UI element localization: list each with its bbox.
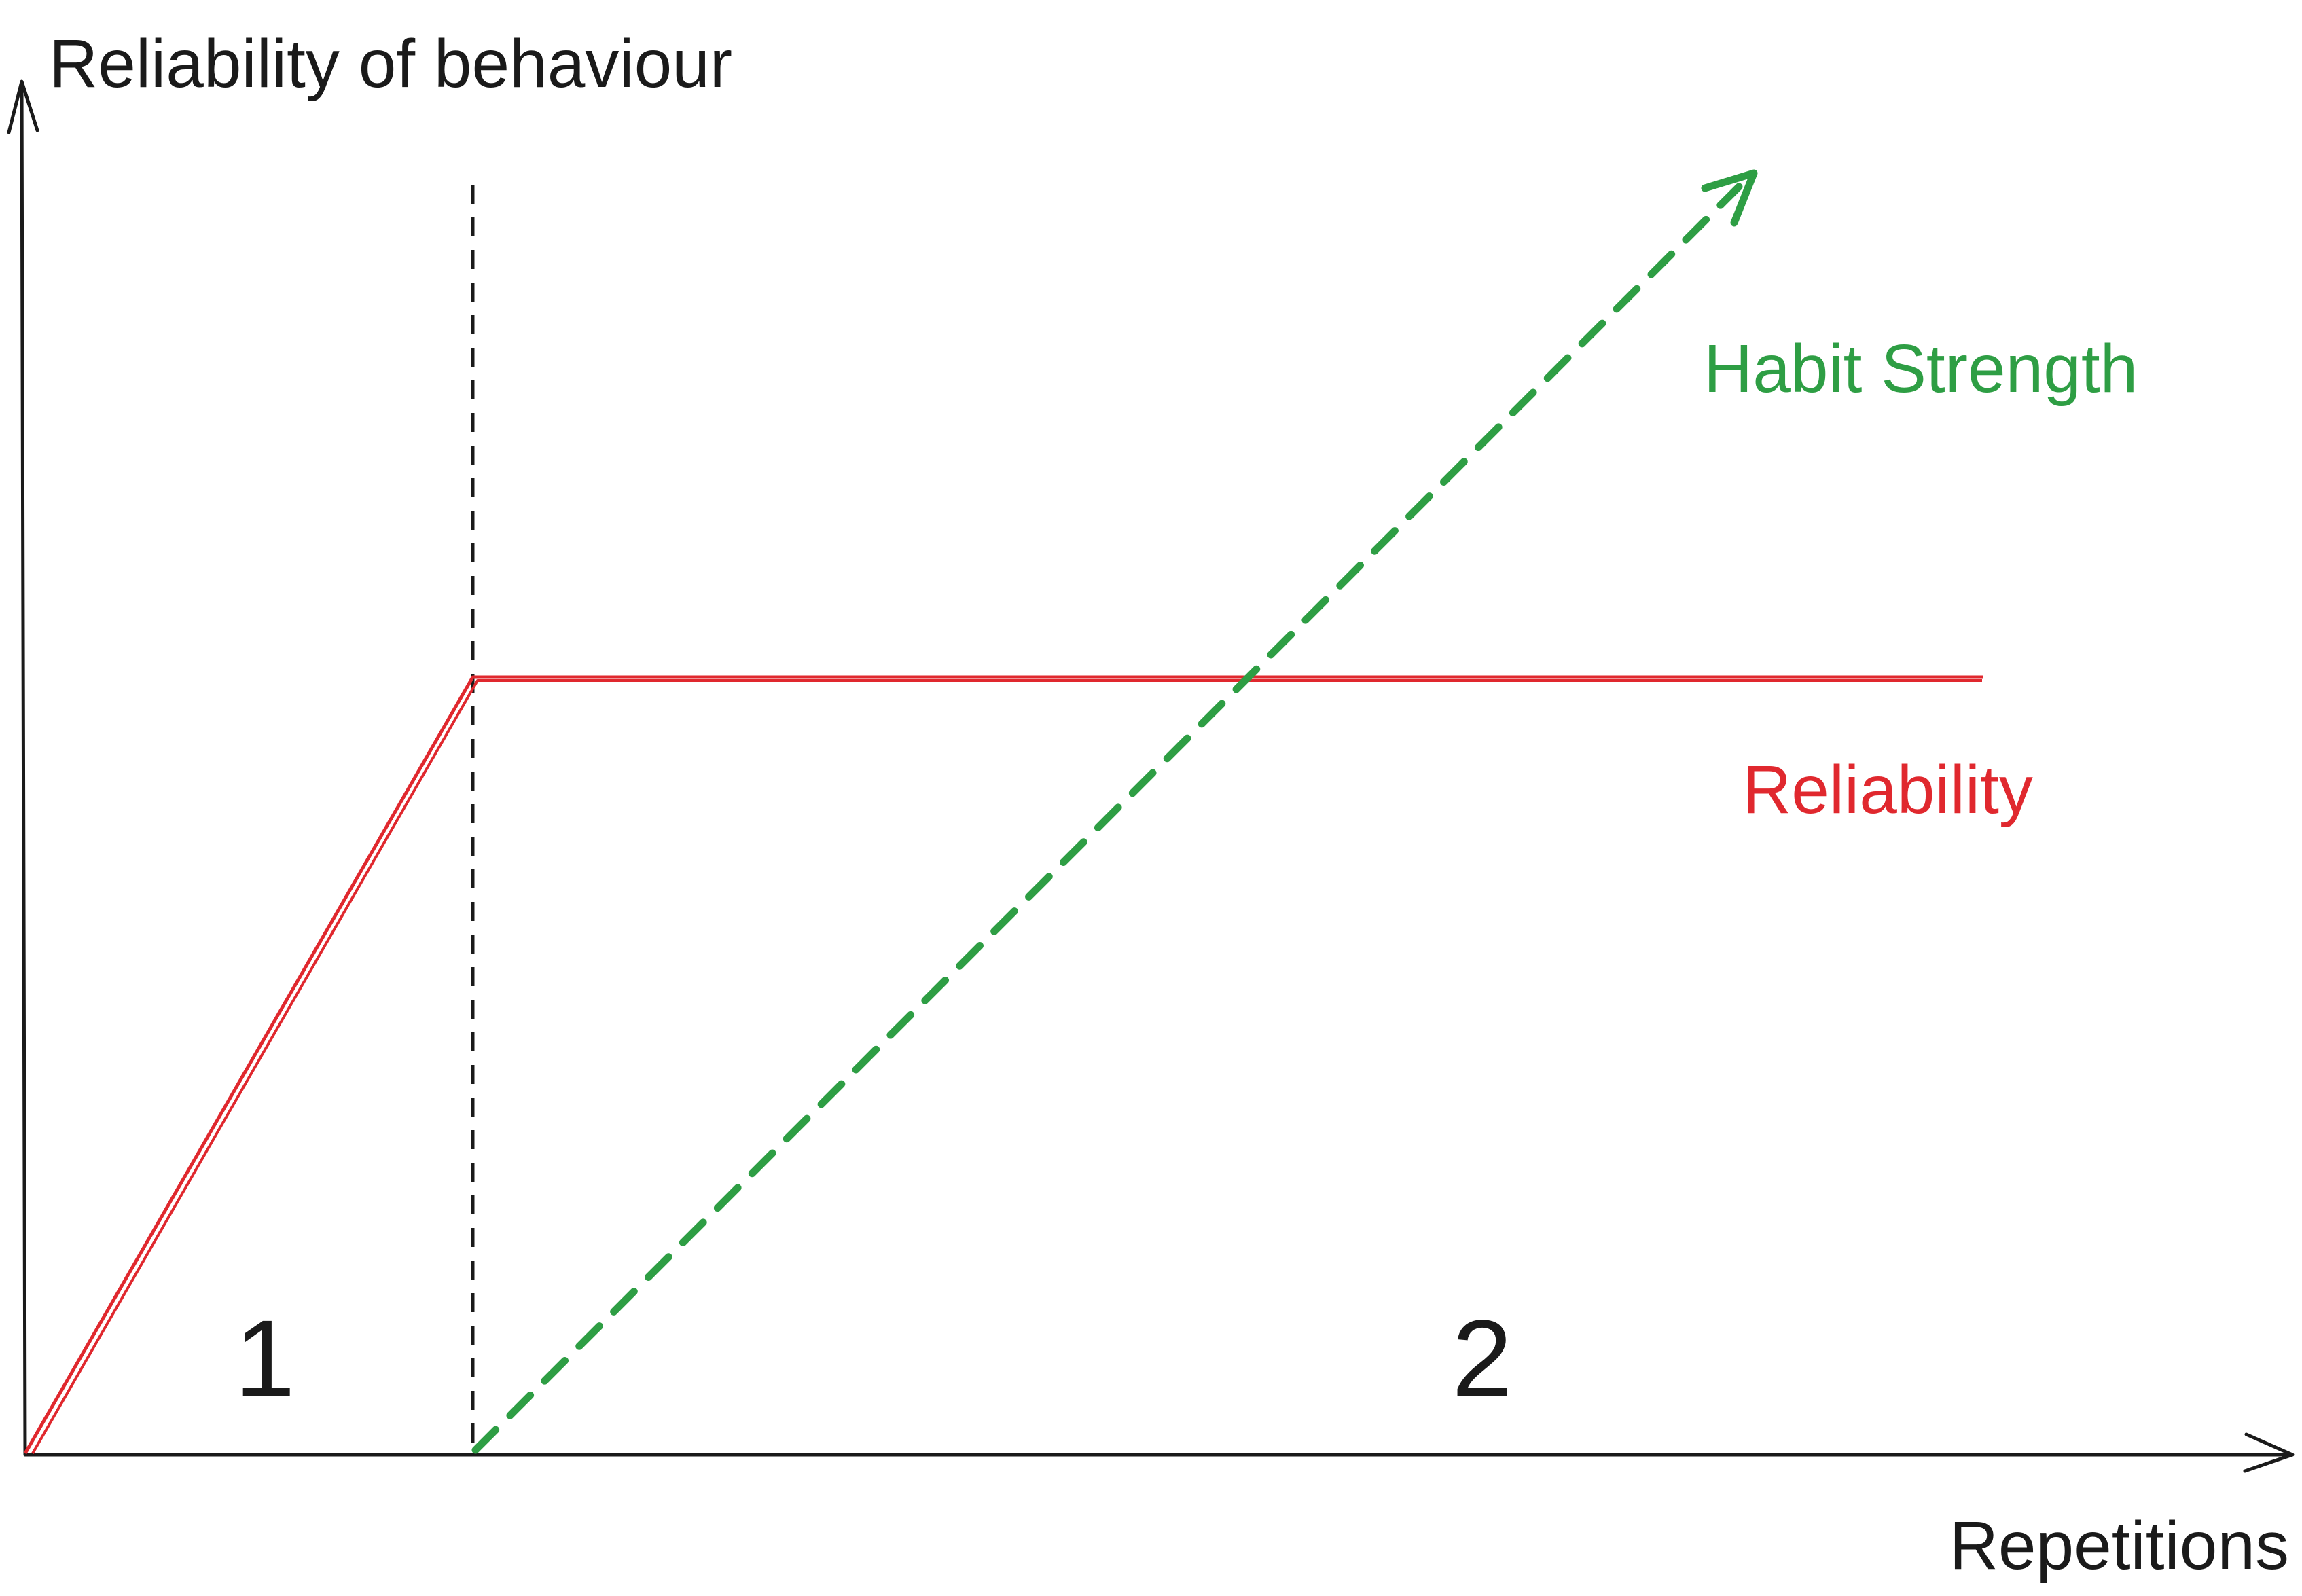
habit-strength-line: [471, 183, 1743, 1454]
reliability-curve: [23, 675, 1983, 1455]
phase-2-label: 2: [1452, 1297, 1513, 1419]
habit-strength-arrowhead: [1701, 169, 1758, 227]
habit-strength-label: Habit Strength: [1704, 331, 2138, 407]
x-axis-label: Repetitions: [1949, 1508, 2289, 1584]
y-axis-line: [20, 83, 27, 1457]
y-axis-label: Reliability of behaviour: [49, 26, 732, 102]
reliability-label: Reliability: [1742, 752, 2033, 828]
x-axis-arrowhead: [2243, 1432, 2295, 1473]
reliability-curve-sketch-stroke: [31, 679, 1982, 1454]
y-axis-arrowhead: [7, 79, 39, 134]
phase-1-label: 1: [235, 1297, 295, 1419]
